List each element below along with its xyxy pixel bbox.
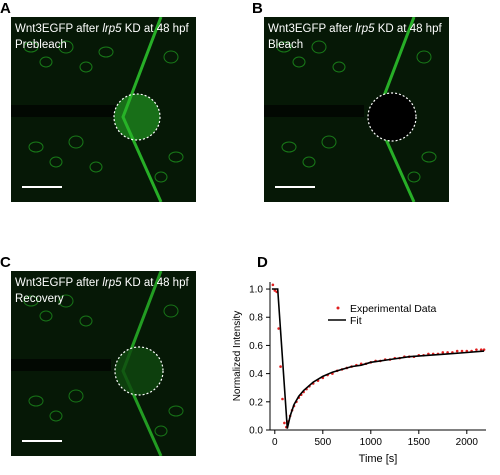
data-point	[273, 289, 277, 292]
panel-b-scale-bar	[275, 186, 315, 188]
y-axis-label: Normalized Intensity	[232, 311, 243, 402]
data-point	[460, 349, 464, 353]
x-axis-label: Time [s]	[359, 453, 398, 465]
data-point	[455, 349, 459, 353]
x-tick-label: 1000	[360, 437, 383, 448]
panel-b-state-label: Bleach	[268, 39, 304, 51]
micrograph-prebleach	[11, 17, 196, 202]
microscopy-panel-c: Wnt3EGFP after lrp5 KD at 48 hpf Recover…	[11, 271, 196, 456]
x-tick-label: 0	[272, 437, 278, 448]
panel-c-state-label: Recovery	[15, 293, 64, 305]
x-tick-label: 500	[314, 437, 331, 448]
panel-c-scale-bar	[22, 440, 62, 442]
data-point	[479, 348, 483, 351]
y-tick-label: 0.0	[249, 426, 263, 437]
microscopy-panel-b: Wnt3EGFP after lrp5 KD at 48 hpf Bleach	[264, 17, 449, 202]
data-point	[281, 397, 284, 401]
microscopy-panel-a: Wnt3EGFP after lrp5 KD at 48 hpf Preblea…	[11, 17, 196, 202]
y-tick-label: 0.6	[249, 341, 263, 352]
legend-label-fit: Fit	[350, 315, 362, 327]
frap-recovery-chart: 0.0 0.2 0.4 0.6 0.8 1.0 0 500 1000 1500 2000 Exper…	[232, 282, 486, 465]
y-tick-label: 0.8	[249, 313, 263, 324]
data-point	[482, 348, 486, 351]
panel-d-letter: D	[257, 254, 268, 271]
x-tick-label: 1500	[408, 437, 431, 448]
panel-a-state-label: Prebleach	[15, 39, 67, 51]
chart-axes: 0.0 0.2 0.4 0.6 0.8 1.0 0 500 1000 1500 2000	[249, 282, 486, 448]
fit-line	[271, 288, 485, 429]
panel-c-letter: C	[0, 254, 11, 271]
panel-c-title: Wnt3EGFP after lrp5 KD at 48 hpf	[15, 277, 189, 289]
data-point	[475, 348, 478, 351]
data-point	[277, 327, 280, 330]
x-tick-label: 2000	[456, 437, 479, 448]
y-tick-label: 0.4	[249, 369, 263, 380]
y-tick-label: 1.0	[249, 285, 263, 296]
data-point	[441, 351, 445, 354]
micrograph-recovery	[11, 271, 196, 456]
y-tick-label: 0.2	[249, 397, 263, 408]
data-point	[283, 421, 286, 425]
micrograph-bleach	[264, 17, 449, 202]
legend-marker-experimental	[336, 306, 340, 310]
data-point	[271, 283, 275, 287]
panel-b-letter: B	[252, 0, 263, 17]
panel-a-scale-bar	[22, 186, 62, 188]
data-point	[279, 365, 282, 368]
legend-label-experimental: Experimental Data	[350, 303, 437, 315]
panel-a-letter: A	[0, 0, 11, 17]
panel-a-title: Wnt3EGFP after lrp5 KD at 48 hpf	[15, 23, 189, 35]
panel-b-title: Wnt3EGFP after lrp5 KD at 48 hpf	[268, 23, 442, 35]
